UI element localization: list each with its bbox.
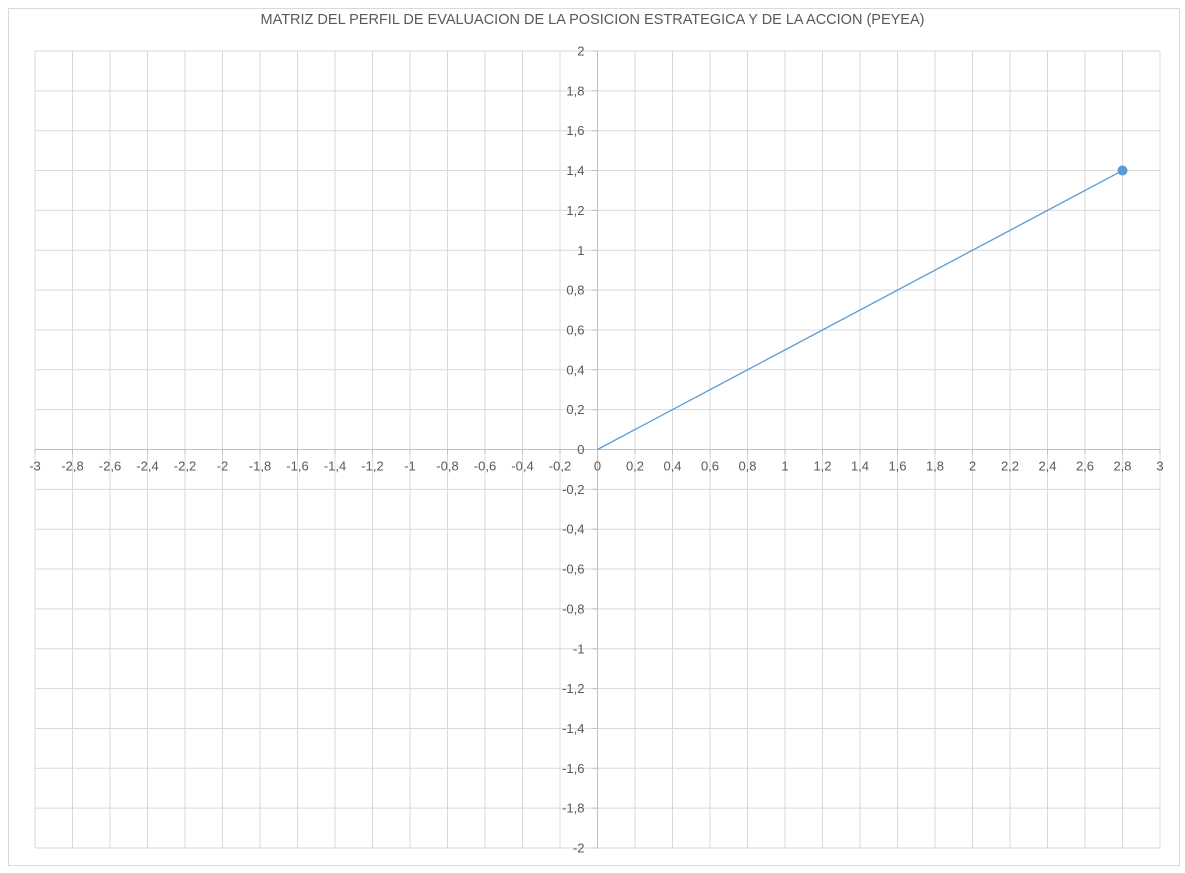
x-tick-label: 1 xyxy=(781,459,788,474)
x-tick-label: -1,6 xyxy=(286,459,308,474)
x-tick-label: -0,6 xyxy=(474,459,496,474)
y-tick-label: -0,4 xyxy=(562,522,584,537)
y-tick-labels: 2 1,8 1,6 1,4 1,2 1 0,8 0,6 0,4 0,2 0 -0,2 -0,4 -0,6 -… xyxy=(562,44,584,856)
y-tick-label: 0,4 xyxy=(566,362,584,377)
x-tick-label: 0,6 xyxy=(701,459,719,474)
y-tick-label: -0,2 xyxy=(562,482,584,497)
x-tick-label: 2,4 xyxy=(1038,459,1056,474)
x-tick-label: 2,8 xyxy=(1113,459,1131,474)
x-tick-label: 2,6 xyxy=(1076,459,1094,474)
y-tick-label: -1,6 xyxy=(562,761,584,776)
data-point xyxy=(1117,165,1128,176)
x-tick-label: -0,2 xyxy=(549,459,571,474)
y-tick-label: 1,6 xyxy=(566,123,584,138)
y-tick-label: 1,2 xyxy=(566,203,584,218)
y-tick-label: 2 xyxy=(577,44,584,59)
y-tick-label: -1,4 xyxy=(562,721,584,736)
y-tick-label: 0,8 xyxy=(566,283,584,298)
x-tick-label: -2 xyxy=(217,459,229,474)
x-tick-label: -0,4 xyxy=(511,459,533,474)
x-tick-label: -2,8 xyxy=(61,459,83,474)
x-tick-label: -2,2 xyxy=(174,459,196,474)
y-tick-label: -1,2 xyxy=(562,681,584,696)
x-tick-label: -0,8 xyxy=(436,459,458,474)
x-tick-label: 1,2 xyxy=(813,459,831,474)
y-tick-label: 0,6 xyxy=(566,322,584,337)
x-tick-label: -1 xyxy=(404,459,416,474)
y-tick-label: 1 xyxy=(577,243,584,258)
y-tick-label: -0,8 xyxy=(562,601,584,616)
y-tick-label: 0 xyxy=(577,442,584,457)
y-tick-label: 1,8 xyxy=(566,83,584,98)
x-tick-label: 0,4 xyxy=(663,459,681,474)
x-tick-label: 1,4 xyxy=(851,459,869,474)
x-tick-label: -1,4 xyxy=(324,459,346,474)
x-tick-label: 1,6 xyxy=(888,459,906,474)
x-tick-label: -2,4 xyxy=(136,459,158,474)
x-tick-label: 0 xyxy=(594,459,601,474)
x-tick-label: 0,8 xyxy=(738,459,756,474)
y-tick-label: -0,6 xyxy=(562,562,584,577)
x-tick-label: 1,8 xyxy=(926,459,944,474)
y-tick-label: 0,2 xyxy=(566,402,584,417)
x-tick-label: 2 xyxy=(969,459,976,474)
y-tick-label: -1,8 xyxy=(562,801,584,816)
y-tick-label: -1 xyxy=(573,641,585,656)
x-tick-label: -1,8 xyxy=(249,459,271,474)
y-tick-label: 1,4 xyxy=(566,163,584,178)
x-tick-label: -3 xyxy=(29,459,41,474)
x-tick-label: 3 xyxy=(1156,459,1163,474)
series-layer xyxy=(597,165,1128,451)
y-tick-label: -2 xyxy=(573,841,585,856)
chart-frame xyxy=(8,8,1180,866)
x-tick-label: -2,6 xyxy=(99,459,121,474)
x-tick-label: -1,2 xyxy=(361,459,383,474)
chart-title: MATRIZ DEL PERFIL DE EVALUACION DE LA PO… xyxy=(260,12,925,28)
series-line xyxy=(597,169,1123,451)
x-tick-label: 2,2 xyxy=(1001,459,1019,474)
x-tick-label: 0,2 xyxy=(626,459,644,474)
x-tick-labels: -3 -2,8 -2,6 -2,4 -2,2 -2 -1,8 -1,6 -1,4 -1,2 -1 -0… xyxy=(29,459,1163,474)
